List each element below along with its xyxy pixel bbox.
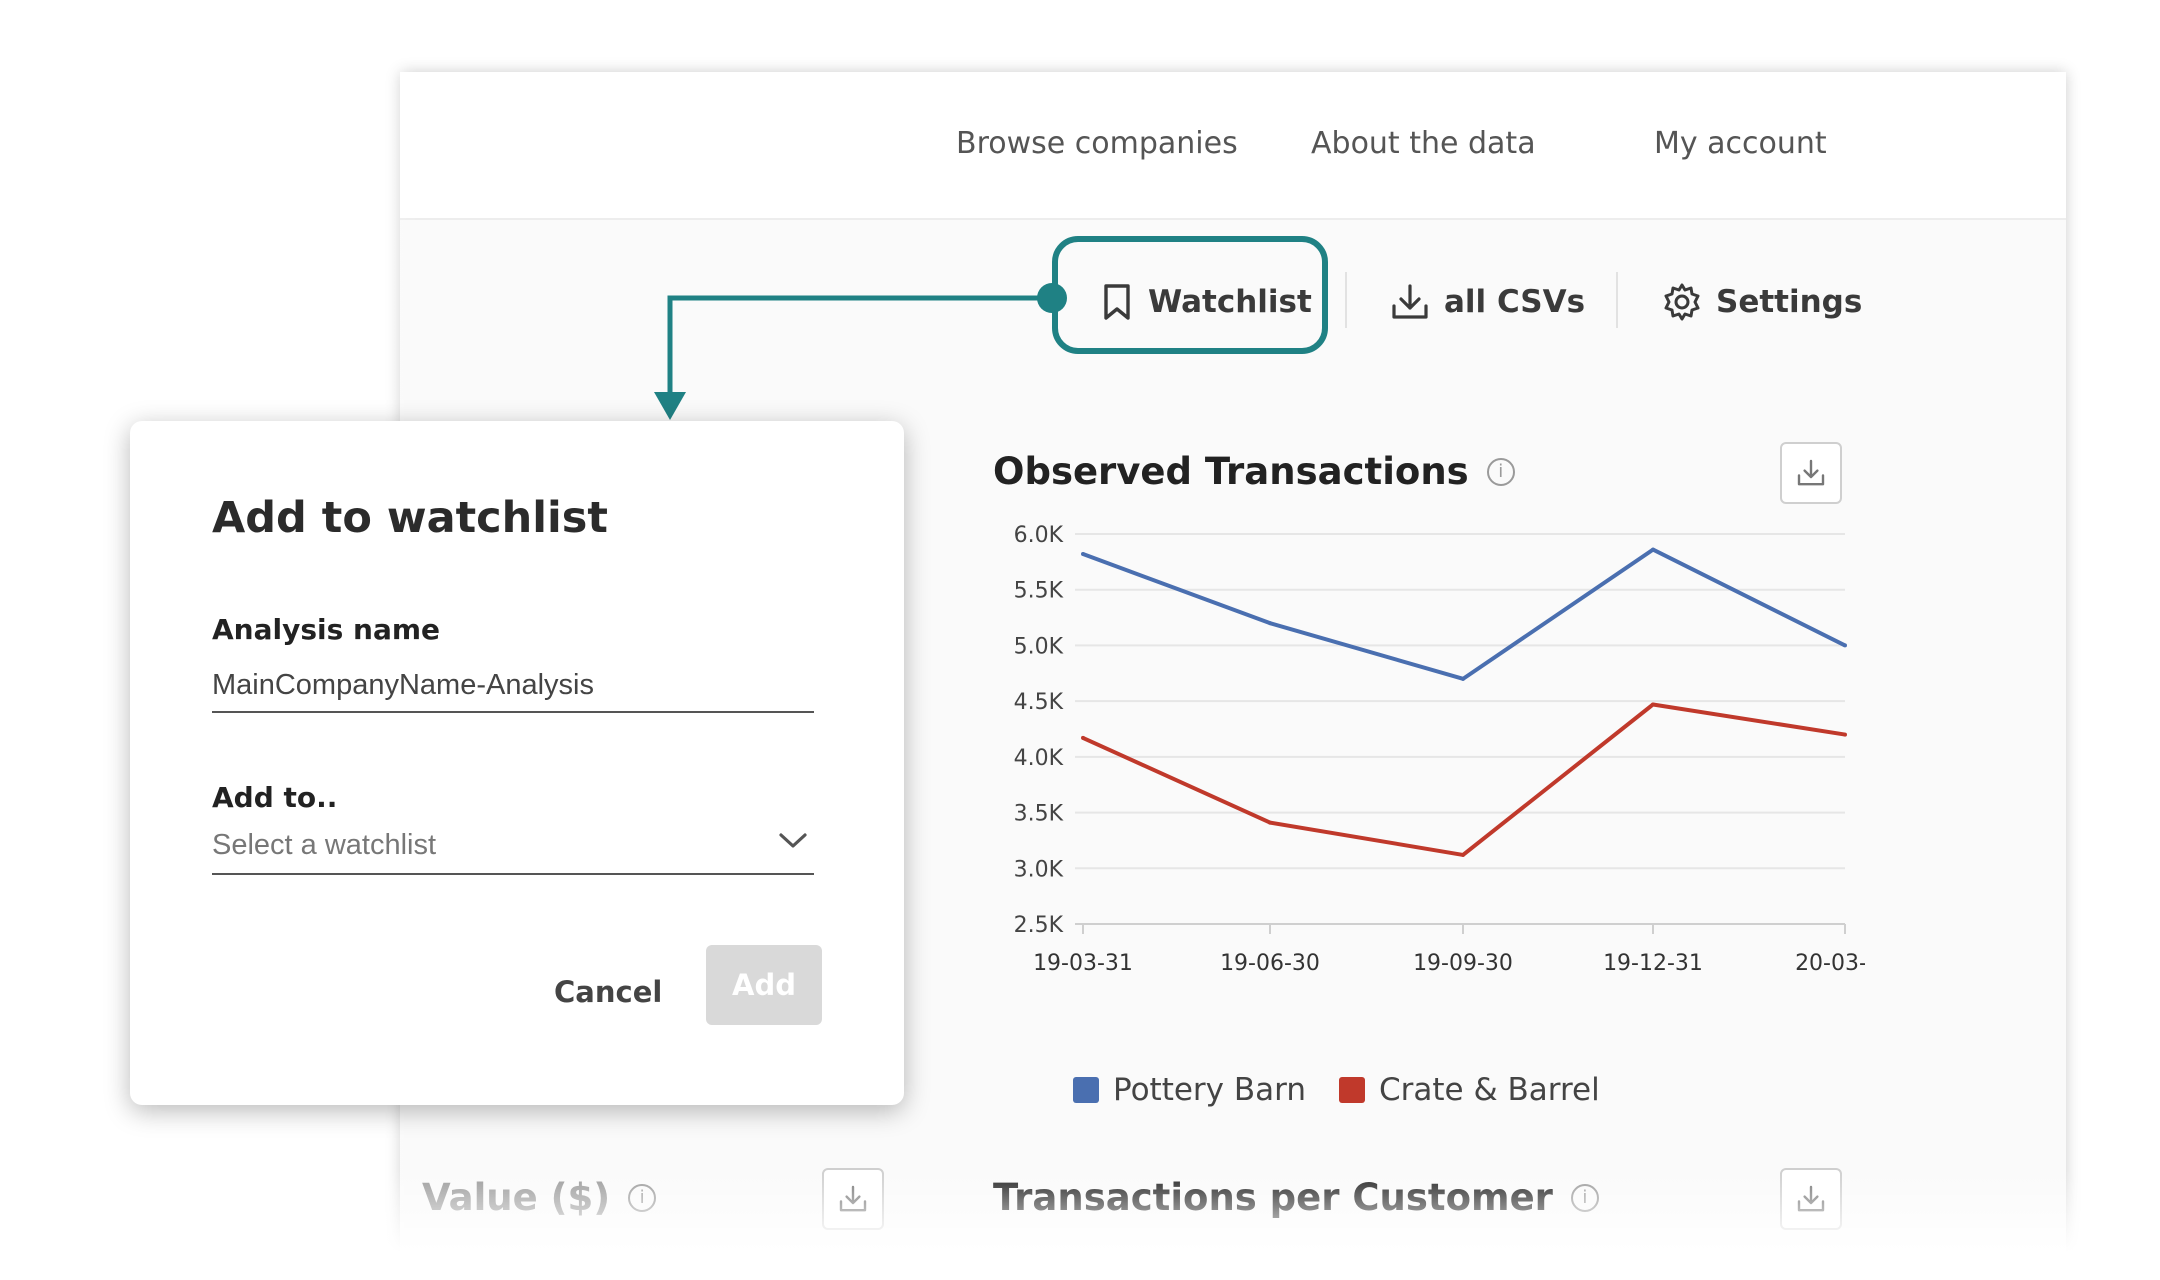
watchlist-select-placeholder: Select a watchlist xyxy=(212,829,437,861)
data-point xyxy=(1843,732,1847,737)
add-button[interactable]: Add xyxy=(706,945,822,1025)
data-point xyxy=(1843,643,1847,648)
x-tick-label: 19-06-30 xyxy=(1220,951,1320,976)
settings-button[interactable]: Settings xyxy=(1662,272,1862,332)
y-tick-label: 4.0K xyxy=(1014,746,1064,771)
data-point xyxy=(1651,547,1655,552)
data-point xyxy=(1651,702,1655,707)
data-point xyxy=(1461,852,1465,857)
download-icon xyxy=(1392,284,1428,319)
x-tick-label: 20-03-30 xyxy=(1795,951,1865,976)
download-icon xyxy=(1797,459,1825,486)
y-tick-label: 3.5K xyxy=(1014,802,1064,827)
legend-swatch xyxy=(1339,1077,1365,1103)
all-csvs-label: all CSVs xyxy=(1444,284,1586,320)
x-tick-label: 19-12-31 xyxy=(1603,951,1703,976)
cancel-button[interactable]: Cancel xyxy=(554,967,662,1017)
add-to-watchlist-dialog: Add to watchlist Analysis name Add to.. … xyxy=(130,421,904,1105)
observed-transactions-chart: 6.0K 5.5K 5.0K 4.5K 4.0K 3.5K 3.0K 2.5K 19-03-31… xyxy=(1014,523,1865,976)
y-tick-label: 5.5K xyxy=(1014,579,1064,604)
watchlist-label: Watchlist xyxy=(1148,284,1312,320)
download-chart-button[interactable] xyxy=(1780,442,1842,504)
dialog-title: Add to watchlist xyxy=(212,493,608,543)
legend-label: Crate & Barrel xyxy=(1379,1072,1600,1108)
nav-my-account[interactable]: My account xyxy=(1654,126,1827,161)
data-point xyxy=(1268,820,1272,825)
data-point xyxy=(1461,676,1465,681)
nav-about-the-data[interactable]: About the data xyxy=(1311,126,1536,161)
observed-transactions-title: Observed Transactions i xyxy=(993,450,1515,493)
analysis-name-label: Analysis name xyxy=(212,613,441,646)
toolbar-divider xyxy=(1616,272,1618,328)
y-tick-label: 6.0K xyxy=(1014,523,1064,548)
y-tick-label: 4.5K xyxy=(1014,690,1064,715)
chevron-down-icon xyxy=(779,833,807,848)
x-tick-label: 19-03-31 xyxy=(1033,951,1133,976)
legend-label: Pottery Barn xyxy=(1113,1072,1306,1108)
toolbar-divider xyxy=(1345,272,1347,328)
add-to-label: Add to.. xyxy=(212,781,338,814)
watchlist-button[interactable]: Watchlist xyxy=(1100,272,1312,332)
y-tick-label: 3.0K xyxy=(1014,857,1064,882)
info-icon[interactable]: i xyxy=(1486,457,1515,486)
y-tick-label: 5.0K xyxy=(1014,634,1064,659)
y-tick-label: 2.5K xyxy=(1014,913,1064,938)
nav-browse-companies[interactable]: Browse companies xyxy=(956,126,1238,161)
bookmark-icon xyxy=(1104,284,1130,320)
data-point xyxy=(1081,552,1085,557)
top-navigation: Browse companies About the data My accou… xyxy=(400,72,2066,220)
settings-label: Settings xyxy=(1716,284,1863,320)
data-point xyxy=(1081,735,1085,740)
legend-swatch xyxy=(1073,1077,1099,1103)
analysis-name-input[interactable] xyxy=(212,659,814,713)
x-tick-label: 19-09-30 xyxy=(1413,951,1513,976)
observed-transactions-label: Observed Transactions xyxy=(993,450,1469,493)
download-all-csvs-button[interactable]: all CSVs xyxy=(1390,272,1585,332)
data-point xyxy=(1268,621,1272,626)
legend-item-pottery-barn: Pottery Barn xyxy=(1073,1072,1306,1108)
legend-item-crate-barrel: Crate & Barrel xyxy=(1339,1072,1600,1108)
gear-icon xyxy=(1664,283,1700,321)
watchlist-select[interactable]: Select a watchlist xyxy=(212,821,814,875)
